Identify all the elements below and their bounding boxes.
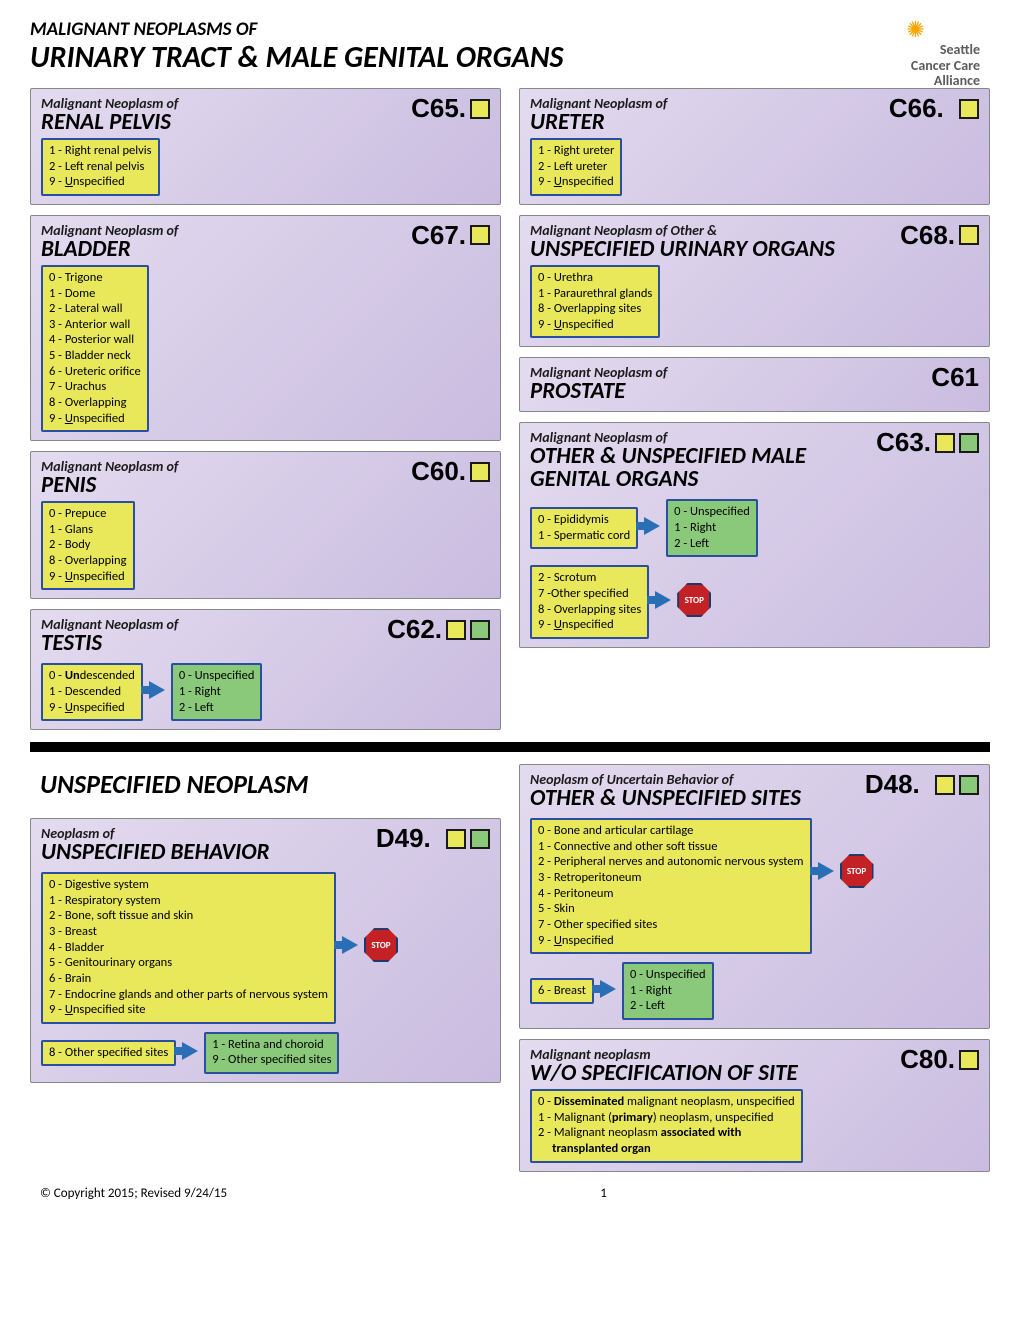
square-icon: [470, 462, 490, 482]
code-d49: D49.: [376, 823, 490, 854]
arrow-icon: [600, 980, 616, 998]
page-number: 1: [600, 1186, 607, 1201]
options-c60: 0 - Prepuce 1 - Glans 2 - Body 8 - Overl…: [41, 501, 135, 590]
arrow-icon: [655, 591, 671, 609]
options-c80: 0 - Disseminated malignant neoplasm, uns…: [530, 1089, 803, 1163]
options-c62-y: 0 - Undescended 1 - Descended 9 - Unspec…: [41, 663, 143, 721]
square-icon: [959, 775, 979, 795]
square-icon: [935, 775, 955, 795]
card-c63: Malignant Neoplasm of OTHER & UNSPECIFIE…: [519, 422, 990, 647]
code-c68: C68.: [900, 220, 979, 251]
code-c63: C63.: [876, 427, 979, 458]
square-icon: [470, 829, 490, 849]
stop-icon: STOP: [840, 854, 874, 888]
options-c67: 0 - Trigone 1 - Dome 2 - Lateral wall 3 …: [41, 265, 149, 432]
card-c61: Malignant Neoplasm of PROSTATE C61: [519, 357, 990, 412]
code-d48: D48.: [865, 769, 979, 800]
page-header: MALIGNANT NEOPLASMS OF URINARY TRACT & M…: [30, 18, 990, 76]
card-c62: Malignant Neoplasm of TESTIS C62. 0 - Un…: [30, 609, 501, 730]
square-icon: [959, 433, 979, 453]
arrow-icon: [182, 1042, 198, 1060]
arrow-icon: [149, 681, 165, 699]
square-icon: [446, 829, 466, 849]
options-c65: 1 - Right renal pelvis 2 - Left renal pe…: [41, 138, 160, 196]
options-d49-g: 1 - Retina and choroid 9 - Other specifi…: [204, 1032, 339, 1074]
logo-icon: ✺: [851, 18, 980, 42]
code-c66: C66.: [889, 93, 979, 124]
code-c60: C60.: [411, 456, 490, 487]
options-c63-y1: 0 - Epididymis 1 - Spermatic cord: [530, 507, 638, 549]
copyright: © Copyright 2015; Revised 9/24/15: [40, 1186, 227, 1201]
code-c67: C67.: [411, 220, 490, 251]
bottom-columns: UNSPECIFIED NEOPLASM Neoplasm of UNSPECI…: [30, 764, 990, 1171]
square-icon: [959, 99, 979, 119]
code-c65: C65.: [411, 93, 490, 124]
square-icon: [470, 225, 490, 245]
card-c68: Malignant Neoplasm of Other & UNSPECIFIE…: [519, 215, 990, 348]
code-c62: C62.: [387, 614, 490, 645]
square-icon: [959, 1050, 979, 1070]
left-column: Malignant Neoplasm of RENAL PELVIS C65. …: [30, 88, 501, 730]
options-d48-y2: 6 - Breast: [530, 978, 594, 1005]
code-c80: C80.: [900, 1044, 979, 1075]
options-c68: 0 - Urethra 1 - Paraurethral glands 8 - …: [530, 265, 660, 339]
code-c61: C61: [931, 362, 979, 393]
card-c60: Malignant Neoplasm of PENIS C60. 0 - Pre…: [30, 451, 501, 599]
stop-icon: STOP: [677, 583, 711, 617]
options-c63-y2: 2 - Scrotum 7 -Other specified 8 - Overl…: [530, 565, 649, 639]
top-columns: Malignant Neoplasm of RENAL PELVIS C65. …: [30, 88, 990, 730]
square-icon: [470, 99, 490, 119]
options-c66: 1 - Right ureter 2 - Left ureter 9 - Uns…: [530, 138, 622, 196]
card-c80: Malignant neoplasm W/O SPECIFICATION OF …: [519, 1039, 990, 1172]
stop-icon: STOP: [364, 928, 398, 962]
section-title: UNSPECIFIED NEOPLASM: [40, 768, 501, 800]
divider: [30, 742, 990, 752]
options-d49-y2: 8 - Other specified sites: [41, 1040, 176, 1067]
right-column: Malignant Neoplasm of URETER C66. 1 - Ri…: [519, 88, 990, 648]
card-c65: Malignant Neoplasm of RENAL PELVIS C65. …: [30, 88, 501, 205]
card-c66: Malignant Neoplasm of URETER C66. 1 - Ri…: [519, 88, 990, 205]
square-icon: [470, 620, 490, 640]
arrow-icon: [644, 517, 660, 535]
page-title: URINARY TRACT & MALE GENITAL ORGANS: [30, 39, 990, 76]
card-d48: Neoplasm of Uncertain Behavior of OTHER …: [519, 764, 990, 1029]
square-icon: [446, 620, 466, 640]
arrow-icon: [342, 936, 358, 954]
options-d48-g: 0 - Unspecified 1 - Right 2 - Left: [622, 962, 714, 1020]
square-icon: [935, 433, 955, 453]
options-c63-g: 0 - Unspecified 1 - Right 2 - Left: [666, 499, 758, 557]
square-icon: [959, 225, 979, 245]
bottom-right-column: Neoplasm of Uncertain Behavior of OTHER …: [519, 764, 990, 1171]
page-pretitle: MALIGNANT NEOPLASMS OF: [30, 18, 990, 41]
bottom-left-column: UNSPECIFIED NEOPLASM Neoplasm of UNSPECI…: [30, 764, 501, 1083]
options-d48-y: 0 - Bone and articular cartilage 1 - Con…: [530, 818, 812, 954]
footer: © Copyright 2015; Revised 9/24/15 1: [30, 1186, 990, 1201]
card-c67: Malignant Neoplasm of BLADDER C67. 0 - T…: [30, 215, 501, 441]
arrow-icon: [818, 862, 834, 880]
card-d49: Neoplasm of UNSPECIFIED BEHAVIOR D49. 0 …: [30, 818, 501, 1083]
options-d49-y: 0 - Digestive system 1 - Respiratory sys…: [41, 872, 336, 1024]
options-c62-g: 0 - Unspecified 1 - Right 2 - Left: [171, 663, 263, 721]
